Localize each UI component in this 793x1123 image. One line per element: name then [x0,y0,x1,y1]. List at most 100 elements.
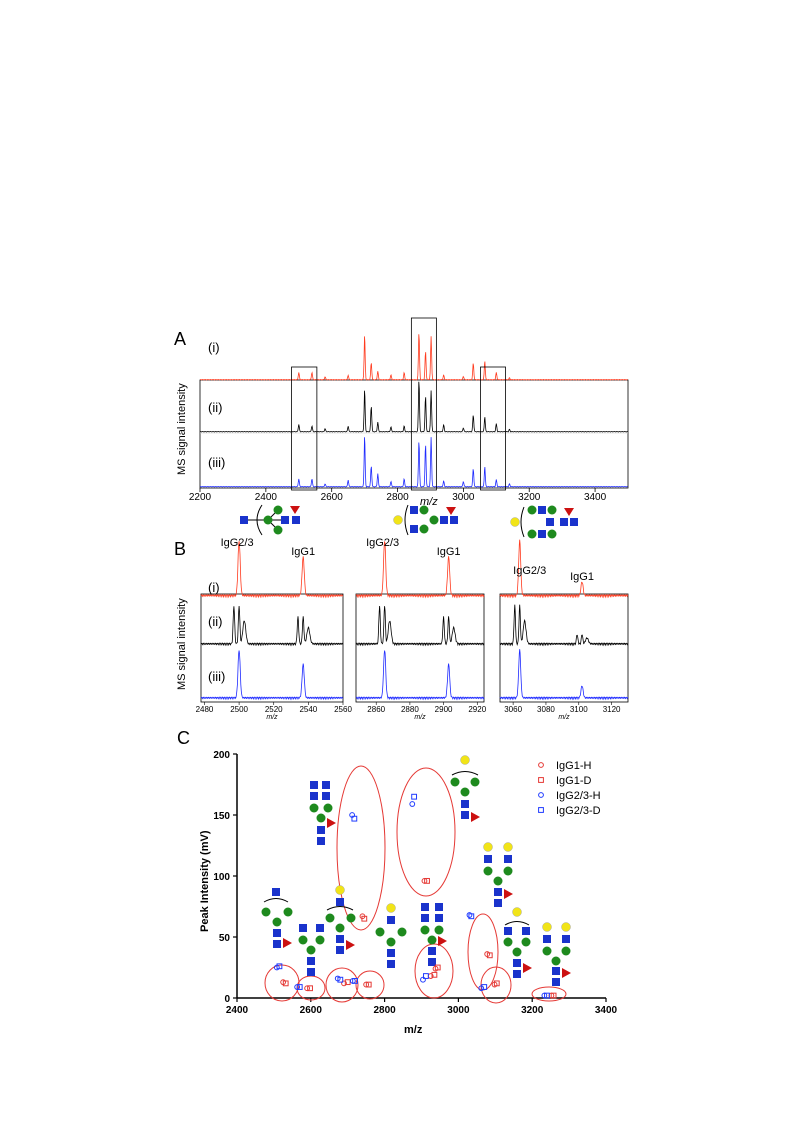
data-point [341,980,347,987]
panel-c-glycan-6 [450,755,480,822]
panel-a-trace-ii-label: (ii) [208,400,222,415]
panel-a-xtick-label: 3400 [584,492,607,503]
panel-b-ylabel: MS signal intensity [176,598,188,690]
data-point [307,985,313,992]
panel-b-peak-label-igg1: IgG1 [437,546,461,558]
legend-label: IgG1-H [556,760,592,772]
panel-b-peak-label-igg1: IgG1 [570,571,594,583]
panel-b-xtick-label: 2560 [334,705,352,714]
panel-b-xtick-label: 3080 [537,705,555,714]
panel-c-glycan-7 [420,903,447,966]
panel-a-trace-i [199,334,628,381]
panel-b-frame [499,593,629,703]
panel-c-xtick-label: 2600 [300,1005,323,1016]
panel-b-xlabel: m/z [266,714,278,721]
glycan-structure-1 [240,504,300,536]
data-point [493,980,500,987]
data-point [468,913,475,920]
panel-b-xtick-label: 3100 [570,705,588,714]
data-point [352,978,358,984]
data-point [304,985,311,992]
panel-a-trace-iii [199,437,628,488]
data-point [431,971,438,978]
data-point [344,979,351,986]
panel-c-glycan-4 [375,903,407,968]
glycan-structure-3 [510,505,578,539]
panel-a-ylabel: MS signal intensity [176,383,188,475]
panel-b-trace [499,649,629,701]
panel-b-xtick-label: 2500 [230,705,248,714]
legend-marker [538,762,544,768]
panel-b-trace [355,650,485,701]
panel-a-trace-iii-label: (iii) [208,455,225,470]
panel-b-peak-label-igg23: IgG2/3 [221,537,254,549]
panel-a-trace-ii [199,381,628,433]
legend-marker [538,792,544,798]
panel-b-label: B [174,539,186,559]
panel-b-frame [200,593,344,703]
panel-c-legend: IgG1-H IgG1-D IgG2/3-H IgG2/3-D [538,760,601,817]
panel-c-ytick-label: 150 [213,811,230,822]
panel-c-xlabel: m/z [404,1024,423,1036]
panel-a-highlight-box [480,366,506,491]
panel-b-xtick-label: 2900 [435,705,453,714]
data-point [423,973,429,979]
data-point [550,992,557,999]
panel-a-xlabel: m/z [420,496,438,508]
data-point [351,815,358,822]
panel-a-xtick-label: 3000 [452,492,475,503]
legend-label: IgG2/3-D [556,805,601,817]
panel-c-group-ellipses [264,765,567,1004]
panel-a-xtick-label: 2800 [386,492,409,503]
panel-b-trace [355,605,485,647]
panel-b-xtick-label: 2520 [265,705,283,714]
panel-b-xtick-label: 2860 [367,705,385,714]
panel-c-ytick-label: 0 [224,994,230,1005]
panel-b-trace [200,650,344,701]
data-point [478,985,485,992]
panel-c-glycan-8 [483,842,513,907]
panel-b-frame [355,593,485,703]
panel-c-glycan-5 [309,781,336,845]
panel-b-trace [355,541,485,599]
panel-b-peak-label-igg23: IgG2/3 [513,565,546,577]
legend-label: IgG2/3-H [556,790,601,802]
legend-label: IgG1-D [556,775,592,787]
panel-a-xtick-label: 2200 [189,492,212,503]
data-point [276,963,283,970]
legend-marker [538,807,544,813]
panel-a-xtick-label: 2400 [255,492,278,503]
panel-a-highlight-box [410,317,437,491]
panel-c-glycan-3 [325,885,356,954]
data-point [481,984,488,990]
panel-a-xtick-label: 2600 [321,492,344,503]
legend-marker [538,777,544,783]
panel-b-xtick-label: 3120 [603,705,621,714]
panel-c-xtick-label: 2800 [373,1005,396,1016]
data-point [466,912,473,918]
data-point [365,981,372,988]
data-point [424,877,430,884]
panel-c-ylabel: Peak Intensity (mV) [199,830,211,932]
panel-b-xtick-label: 2540 [299,705,317,714]
data-point [434,964,441,971]
panel-a-xtick-label: 3200 [518,492,541,503]
data-point [296,984,303,990]
panel-a-highlight-box [291,366,318,491]
panel-b-trace [200,541,344,599]
panel-b-xtick-label: 2920 [468,705,486,714]
panel-c-label: C [177,728,190,748]
glycan-structure-2 [393,504,458,536]
data-point [486,952,493,959]
panel-b-xtick-label: 3060 [504,705,522,714]
panel-b-xtick-label: 2480 [196,705,214,714]
panel-b-trace-i-label: (i) [208,580,220,595]
panel-b-peak-label-igg23: IgG2/3 [366,537,399,549]
panel-c-ytick-label: 200 [213,750,230,761]
panel-a-trace-i-label: (i) [208,340,220,355]
data-point [282,980,289,987]
panel-b-trace-ii-label: (ii) [208,614,222,629]
panel-a-label: A [174,329,186,349]
panel-c-glycan-2 [298,924,325,976]
